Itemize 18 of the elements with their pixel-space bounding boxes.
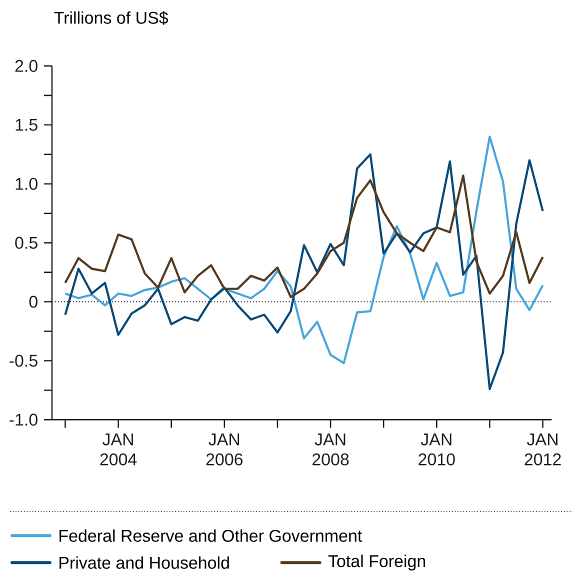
line-series <box>64 153 544 390</box>
x-tick-label: JAN 2012 <box>524 434 561 466</box>
y-tick-label: 1.5 <box>16 119 38 132</box>
y-tick-label: 0 <box>29 296 38 308</box>
y-tick-label: 0.5 <box>15 237 38 250</box>
y-tick-label: -1.0 <box>10 414 38 426</box>
x-tick-label: JAN 2008 <box>312 434 349 466</box>
legend-label: Private and Household <box>60 556 229 570</box>
y-tick-label: 1.0 <box>16 178 38 190</box>
line-series <box>64 174 544 298</box>
y-axis-title: Trillions of US$ <box>54 11 168 26</box>
y-tick-label: -0.5 <box>10 354 38 367</box>
legend-label: Total Foreign <box>328 554 426 571</box>
x-tick-label: JAN 2006 <box>206 434 243 466</box>
legend-label: Federal Reserve and Other Government <box>60 530 362 542</box>
y-tick-label: 2.0 <box>15 60 38 72</box>
x-tick-label: JAN 2010 <box>418 434 455 466</box>
x-tick-label: JAN 2004 <box>100 434 137 466</box>
